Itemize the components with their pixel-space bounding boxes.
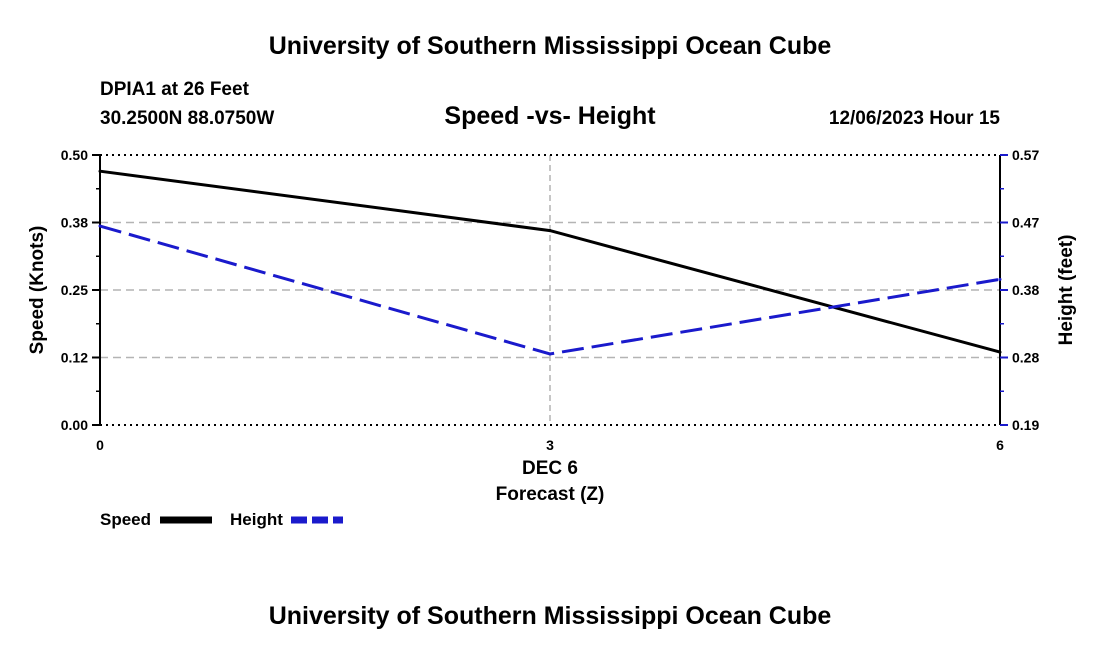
data-point-speed [548, 229, 552, 233]
y-tick-label-right: 0.57 [1012, 147, 1039, 163]
legend-label-speed: Speed [100, 510, 151, 529]
y-tick-label-right: 0.19 [1012, 417, 1039, 433]
x-axis-date-label: DEC 6 [522, 458, 578, 479]
x-tick-label: 3 [546, 437, 554, 453]
legend: Speed Height [100, 510, 343, 529]
axis-ticks: 0.00 0.12 0.25 0.38 0.50 0.19 0.28 0.38 0.47 0.57… [61, 147, 1040, 453]
station-label: DPIA1 at 26 Feet [100, 79, 250, 100]
y-tick-label-left: 0.50 [61, 147, 88, 163]
y-tick-label-left: 0.00 [61, 417, 88, 433]
data-point-height [998, 277, 1002, 281]
series-lines [98, 169, 1002, 356]
data-point-height [548, 352, 552, 356]
y-tick-label-right: 0.38 [1012, 282, 1039, 298]
chart-title: Speed -vs- Height [444, 102, 656, 130]
x-tick-label: 0 [96, 437, 104, 453]
y-axis-left-title: Speed (Knots) [27, 226, 48, 355]
page-title: University of Southern Mississippi Ocean… [269, 32, 832, 60]
y-tick-label-left: 0.25 [61, 282, 88, 298]
y-axis-right-title: Height (feet) [1056, 235, 1077, 346]
y-tick-label-left: 0.38 [61, 215, 88, 231]
coordinates-label: 30.2500N 88.0750W [100, 108, 274, 129]
data-point-speed [998, 350, 1002, 354]
y-tick-label-right: 0.28 [1012, 350, 1039, 366]
y-tick-label-left: 0.12 [61, 350, 88, 366]
grid-lines [100, 155, 1000, 425]
footer-title: University of Southern Mississippi Ocean… [269, 602, 832, 630]
x-axis-title: Forecast (Z) [496, 484, 605, 505]
x-tick-label: 6 [996, 437, 1004, 453]
datetime-label: 12/06/2023 Hour 15 [829, 108, 1001, 129]
legend-label-height: Height [230, 510, 283, 529]
y-tick-label-right: 0.47 [1012, 215, 1039, 231]
data-point-speed [98, 169, 102, 173]
data-point-height [98, 224, 102, 228]
